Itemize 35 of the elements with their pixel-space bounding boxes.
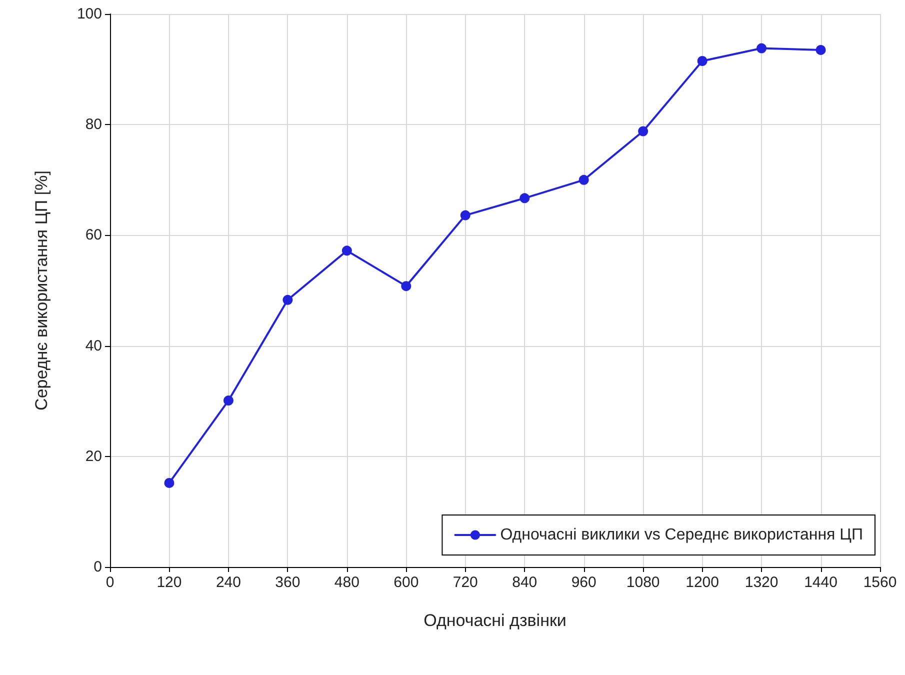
- y-tick-label: 40: [85, 337, 102, 354]
- point: [460, 210, 470, 220]
- x-tick-label: 720: [452, 574, 478, 591]
- point: [282, 294, 293, 305]
- x-tick-label: 1200: [686, 574, 719, 591]
- x-tick-label: 120: [156, 574, 182, 591]
- x-tick-label: 240: [216, 574, 241, 591]
- x-tick-label: 1320: [744, 574, 778, 591]
- point: [401, 281, 412, 292]
- point: [638, 126, 648, 136]
- y-tick-label: 0: [94, 558, 102, 576]
- x-tick-label: 960: [571, 574, 596, 591]
- x-tick-label: 600: [394, 574, 419, 591]
- x-tick-label: 0: [106, 574, 114, 591]
- x-axis-title: Одночасні дзвінки: [424, 611, 566, 630]
- point: [520, 193, 530, 204]
- x-tick-label: 480: [334, 574, 360, 591]
- point: [816, 44, 826, 55]
- point: [164, 478, 174, 488]
- point: [697, 56, 708, 66]
- x-tick-label: 360: [275, 574, 300, 591]
- y-axis-title: Середнє використання ЦП [%]: [32, 170, 51, 410]
- x-tick-label: 840: [512, 574, 538, 591]
- y-tick-label: 60: [85, 226, 102, 244]
- x-tick-label: 1080: [626, 574, 660, 591]
- point: [223, 396, 234, 406]
- point: [342, 246, 352, 256]
- y-tick-label: 20: [85, 448, 102, 465]
- point: [578, 174, 589, 185]
- legend-label: Одночасні виклики vs Середнє використання ЦП: [500, 526, 863, 544]
- x-tick-label: 1560: [863, 574, 897, 591]
- y-tick-label: 80: [85, 116, 102, 134]
- x-tick-label: 1440: [804, 574, 838, 591]
- point: [756, 43, 767, 54]
- y-tick-label: 100: [76, 6, 102, 22]
